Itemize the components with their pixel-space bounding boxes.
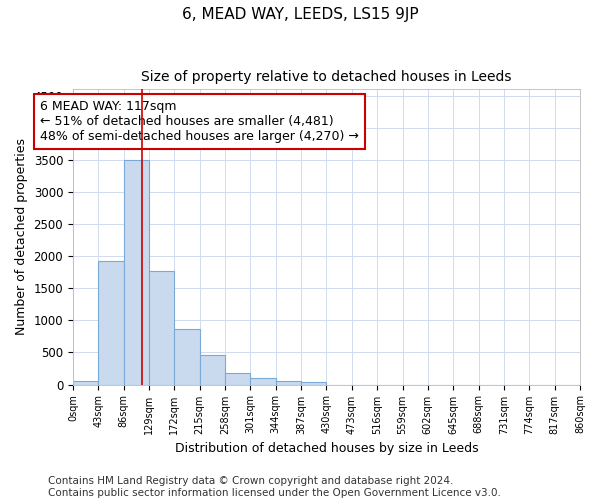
Text: Contains HM Land Registry data © Crown copyright and database right 2024.
Contai: Contains HM Land Registry data © Crown c… xyxy=(48,476,501,498)
Bar xyxy=(73,382,98,384)
Text: 6 MEAD WAY: 117sqm
← 51% of detached houses are smaller (4,481)
48% of semi-deta: 6 MEAD WAY: 117sqm ← 51% of detached hou… xyxy=(40,100,359,143)
Bar xyxy=(175,328,200,384)
Bar xyxy=(225,372,250,384)
Y-axis label: Number of detached properties: Number of detached properties xyxy=(15,138,28,336)
Text: 6, MEAD WAY, LEEDS, LS15 9JP: 6, MEAD WAY, LEEDS, LS15 9JP xyxy=(182,8,418,22)
Bar xyxy=(149,271,175,384)
Bar xyxy=(276,380,301,384)
Bar xyxy=(250,378,276,384)
Bar xyxy=(98,262,124,384)
Bar xyxy=(301,382,326,384)
Bar xyxy=(124,160,149,384)
Title: Size of property relative to detached houses in Leeds: Size of property relative to detached ho… xyxy=(141,70,512,84)
Bar xyxy=(200,355,225,384)
X-axis label: Distribution of detached houses by size in Leeds: Distribution of detached houses by size … xyxy=(175,442,478,455)
